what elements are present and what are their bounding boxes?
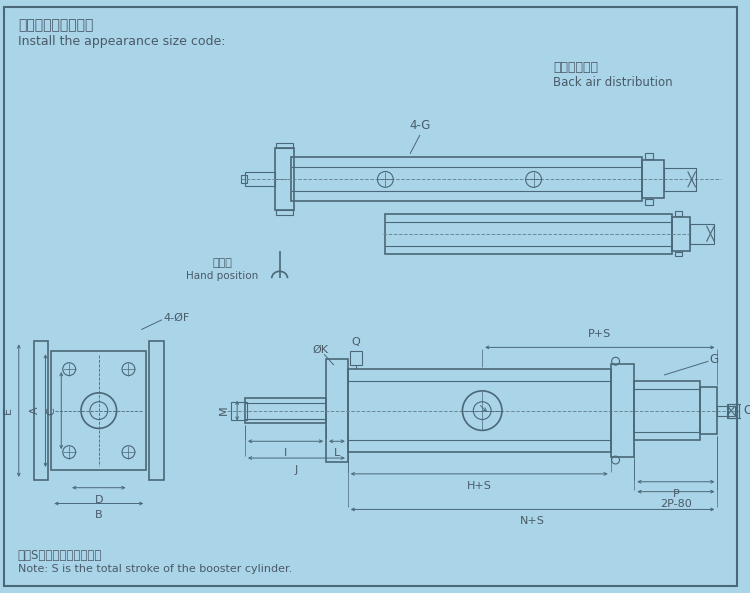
Bar — [292, 157, 642, 201]
Text: 安装外观尺寸代码：: 安装外观尺寸代码： — [18, 18, 93, 33]
Bar — [274, 148, 295, 210]
Text: D: D — [94, 495, 103, 505]
Bar — [34, 342, 49, 480]
Bar — [149, 342, 164, 480]
Bar — [231, 401, 247, 419]
Bar — [645, 153, 653, 159]
Bar — [717, 406, 735, 416]
Text: Q: Q — [351, 337, 360, 347]
Bar — [634, 381, 700, 440]
Text: I: I — [284, 448, 287, 458]
Bar — [664, 168, 696, 192]
Text: G: G — [710, 353, 718, 366]
Text: Hand position: Hand position — [186, 272, 259, 281]
Text: 4-G: 4-G — [410, 119, 430, 132]
Text: H+S: H+S — [466, 481, 492, 491]
Bar — [610, 364, 634, 457]
Text: L: L — [334, 448, 340, 458]
Text: P: P — [673, 489, 680, 499]
Bar — [52, 351, 146, 470]
Text: E: E — [3, 407, 13, 414]
Bar — [675, 251, 682, 257]
Bar — [245, 398, 326, 423]
Text: O: O — [743, 404, 750, 417]
Bar — [276, 143, 293, 148]
Bar — [245, 173, 274, 186]
Text: N+S: N+S — [520, 517, 545, 527]
Text: C: C — [46, 407, 56, 415]
Text: Note: S is the total stroke of the booster cylinder.: Note: S is the total stroke of the boost… — [18, 564, 292, 574]
Bar — [348, 369, 610, 452]
Bar — [642, 160, 664, 198]
Text: P+S: P+S — [588, 330, 611, 339]
Text: ØK: ØK — [312, 345, 328, 355]
Text: J: J — [295, 465, 298, 475]
Text: B: B — [95, 511, 103, 521]
Bar — [728, 404, 741, 417]
Text: 2P-80: 2P-80 — [660, 499, 692, 509]
Bar — [241, 176, 247, 183]
Text: 扳手位: 扳手位 — [212, 259, 232, 269]
Bar — [690, 224, 715, 244]
Text: 注：S为增压缸的总行程。: 注：S为增压缸的总行程。 — [18, 549, 102, 562]
Bar — [645, 199, 653, 205]
Text: 4-ØF: 4-ØF — [163, 313, 189, 323]
Bar — [350, 351, 361, 365]
Bar — [728, 404, 739, 417]
Text: Back air distribution: Back air distribution — [554, 76, 673, 89]
Text: M: M — [219, 406, 230, 416]
Bar — [386, 214, 672, 254]
Bar — [276, 210, 293, 215]
Text: 背面气口分布: 背面气口分布 — [554, 61, 598, 74]
Bar — [672, 217, 690, 251]
Text: A: A — [29, 407, 40, 415]
Bar — [700, 387, 717, 434]
Bar — [675, 211, 682, 216]
Text: Install the appearance size code:: Install the appearance size code: — [18, 35, 225, 48]
Bar — [326, 359, 348, 462]
